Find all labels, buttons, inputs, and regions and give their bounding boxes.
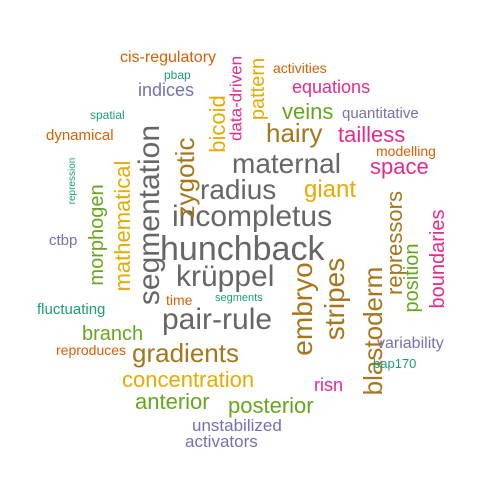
word-segments: segments (215, 292, 263, 304)
word-giant: giant (304, 176, 357, 203)
word-gradients: gradients (132, 338, 239, 368)
word-radius: radius (200, 174, 277, 205)
word-cis-regulatory: cis-regulatory (120, 49, 217, 66)
word-zygotic: zygotic (170, 137, 200, 219)
word-reproduces: reproduces (56, 342, 127, 358)
word-bap170: bap170 (373, 356, 417, 371)
word-krppel: krüppel (176, 260, 275, 293)
word-segmentation: segmentation (133, 124, 166, 306)
word-stripes: stripes (319, 257, 350, 341)
word-quantitative: quantitative (342, 105, 419, 122)
word-maternal: maternal (232, 148, 341, 179)
word-boundaries: boundaries (427, 209, 449, 309)
word-repression: repression (67, 157, 78, 205)
word-modelling: modelling (376, 143, 436, 159)
word-veins: veins (282, 99, 334, 124)
word-time: time (166, 292, 193, 308)
word-variability: variability (377, 335, 444, 352)
word-space: space (370, 154, 429, 179)
word-risn: risn (314, 375, 344, 395)
word-pattern: pattern (247, 57, 269, 121)
word-fluctuating: fluctuating (37, 301, 106, 318)
word-spatial: spatial (90, 108, 125, 122)
word-data-driven: data-driven (226, 55, 246, 142)
word-position: position (401, 243, 423, 313)
word-activators: activators (185, 432, 258, 451)
word-embryo: embryo (287, 262, 318, 356)
word-concentration: concentration (122, 367, 255, 392)
word-mathematical: mathematical (110, 160, 135, 292)
word-equations: equations (292, 77, 371, 97)
word-posterior: posterior (228, 393, 314, 418)
word-pair-rule: pair-rule (162, 303, 273, 336)
word-ctbp: ctbp (49, 232, 78, 249)
word-hunchback: hunchback (160, 230, 325, 268)
word-hairy: hairy (266, 118, 323, 148)
word-anterior: anterior (135, 389, 210, 414)
word-activities: activities (273, 60, 327, 76)
word-incompletus: incompletus (172, 200, 333, 233)
word-tailless: tailless (338, 122, 406, 147)
word-indices: indices (138, 80, 195, 100)
word-dynamical: dynamical (46, 127, 114, 144)
word-pbap: pbap (164, 68, 191, 82)
word-morphogen: morphogen (86, 184, 108, 286)
word-unstabilized: unstabilized (192, 416, 282, 435)
word-branch: branch (82, 323, 144, 345)
